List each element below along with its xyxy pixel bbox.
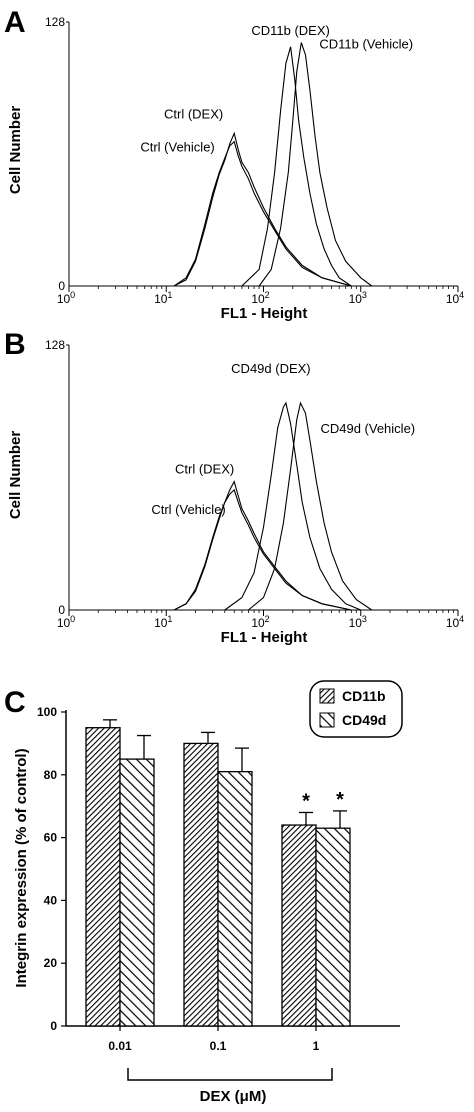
- y-tick-label: 128: [45, 15, 65, 29]
- x-tick-label: 100: [57, 614, 75, 630]
- curve-annotation: CD11b (DEX): [251, 23, 330, 38]
- histogram-curve-3: [248, 401, 373, 611]
- histogram-curve-1: [173, 131, 352, 287]
- y-tick-label: 60: [44, 831, 58, 845]
- curve-annotation: Ctrl (Vehicle): [151, 502, 225, 517]
- bar-cd49d: [119, 758, 155, 1027]
- x-tick-label: 101: [154, 290, 172, 306]
- x-axis-label-a: FL1 - Height: [221, 305, 308, 322]
- x-tick-label: 101: [154, 614, 172, 630]
- panel-letter-c: C: [4, 686, 26, 719]
- curve-annotation: Ctrl (Vehicle): [140, 140, 214, 155]
- x-axis-label-b: FL1 - Height: [221, 629, 308, 646]
- curve-annotation: Ctrl (DEX): [164, 106, 223, 121]
- x-tick-label: 0.01: [108, 1039, 132, 1053]
- panel-a: A Cell Number FL1 - Height 0 128 100 101 102…: [4, 6, 464, 322]
- significance-star: *: [302, 790, 310, 812]
- legend-swatch-cd11b: [319, 688, 335, 704]
- y-axis-label-a: Cell Number: [7, 106, 24, 195]
- x-tick-label: 104: [446, 290, 464, 306]
- histogram-curve-0: [173, 488, 352, 611]
- panel-b: B Cell Number FL1 - Height 0 128 100 101 102…: [4, 328, 464, 646]
- plot-area-a: 0 128 100 101 102 103 104 CD11b (DEX)CD11b (Veh…: [45, 15, 464, 306]
- histogram-curve-2: [241, 46, 352, 287]
- x-tick-label: 0.1: [210, 1039, 227, 1053]
- x-tick-label: 103: [349, 290, 367, 306]
- bar-cd11b: [183, 742, 219, 1027]
- panel-letter-b: B: [4, 328, 26, 361]
- histogram-curve-0: [173, 140, 352, 287]
- curve-annotation: CD49d (Vehicle): [320, 421, 415, 436]
- curve-annotation: CD11b (Vehicle): [319, 37, 413, 52]
- legend: CD11b CD49d: [309, 680, 403, 738]
- x-tick-label: 104: [446, 614, 464, 630]
- x-tick-label: 100: [57, 290, 75, 306]
- curve-annotation: CD49d (DEX): [231, 361, 310, 376]
- y-tick-label: 0: [50, 1019, 57, 1033]
- y-axis-label-b: Cell Number: [7, 431, 24, 520]
- category-bracket: [127, 1068, 333, 1081]
- y-tick-label: 0: [58, 603, 65, 617]
- legend-label-cd11b: CD11b: [342, 688, 386, 704]
- panel-c: C Integrin expression (% of control) DEX…: [4, 680, 403, 1105]
- x-tick-label: 103: [349, 614, 367, 630]
- y-tick-label: 128: [45, 338, 65, 352]
- x-tick-label: 1: [313, 1039, 320, 1053]
- y-tick-label: 0: [58, 279, 65, 293]
- y-axis-label-c: Integrin expression (% of control): [13, 748, 30, 987]
- y-tick-label: 100: [37, 705, 57, 719]
- legend-label-cd49d: CD49d: [342, 712, 386, 728]
- x-tick-label: 102: [251, 614, 269, 630]
- histogram-curve-2: [224, 401, 362, 611]
- bar-cd49d: [217, 771, 253, 1027]
- panel-letter-a: A: [4, 6, 26, 39]
- x-axis-label-c: DEX (μM): [200, 1088, 267, 1105]
- curve-annotation: Ctrl (DEX): [175, 462, 234, 477]
- histogram-curve-3: [258, 42, 373, 287]
- y-tick-label: 80: [44, 768, 58, 782]
- plot-area-b: 0 128 100 101 102 103 104 CD49d (DEX) CD49d (Veh…: [45, 338, 464, 630]
- significance-star: *: [336, 789, 344, 811]
- y-tick-label: 20: [44, 956, 58, 970]
- bar-cd11b: [85, 727, 121, 1027]
- x-tick-label: 102: [251, 290, 269, 306]
- plot-area-c: 0 20 40 60 80 100 0.01 0.1 1 * *: [37, 705, 400, 1081]
- bar-cd49d: [315, 827, 351, 1027]
- legend-swatch-cd49d: [319, 712, 335, 728]
- histogram-curve-1: [173, 480, 352, 611]
- y-tick-label: 40: [44, 893, 58, 907]
- bar-cd11b: [281, 824, 317, 1027]
